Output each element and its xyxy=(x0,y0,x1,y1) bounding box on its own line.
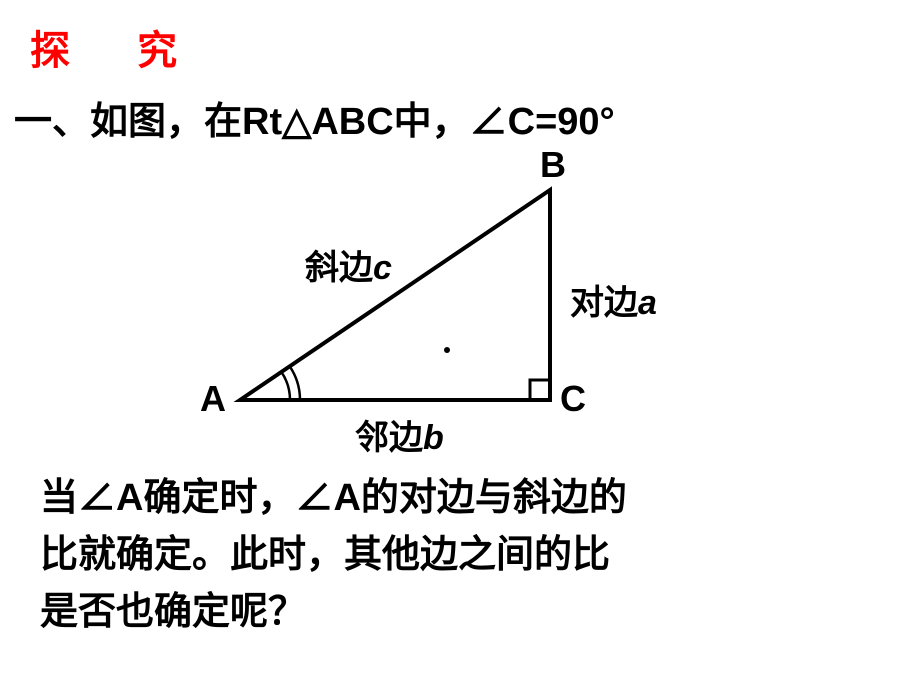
para-line-2: 比就确定。此时，其他边之间的比 xyxy=(40,527,627,584)
hypotenuse-label: 斜边c xyxy=(305,240,392,289)
para-line-3: 是否也确定呢？ xyxy=(40,584,627,641)
vertex-label-a: A xyxy=(200,378,226,420)
right-angle-mark xyxy=(530,380,550,400)
explanation-paragraph: 当∠A确定时，∠A的对边与斜边的 比就确定。此时，其他边之间的比 是否也确定呢？ xyxy=(40,470,627,641)
section-title: 探 究 xyxy=(30,18,205,76)
para-line-1: 当∠A确定时，∠A的对边与斜边的 xyxy=(40,470,627,527)
angle-arc-2 xyxy=(290,366,300,400)
vertex-label-b: B xyxy=(540,144,566,186)
triangle-diagram: A B C 斜边c 对边a 邻边b xyxy=(120,150,740,460)
problem-statement: 一、如图，在Rt△ABC中，∠C=90° xyxy=(14,90,615,145)
adjacent-label: 邻边b xyxy=(355,410,444,459)
center-dot xyxy=(444,347,450,353)
angle-arc-1 xyxy=(281,372,290,400)
triangle-shape xyxy=(240,190,550,400)
vertex-label-c: C xyxy=(560,378,586,420)
opposite-label: 对边a xyxy=(570,275,657,324)
